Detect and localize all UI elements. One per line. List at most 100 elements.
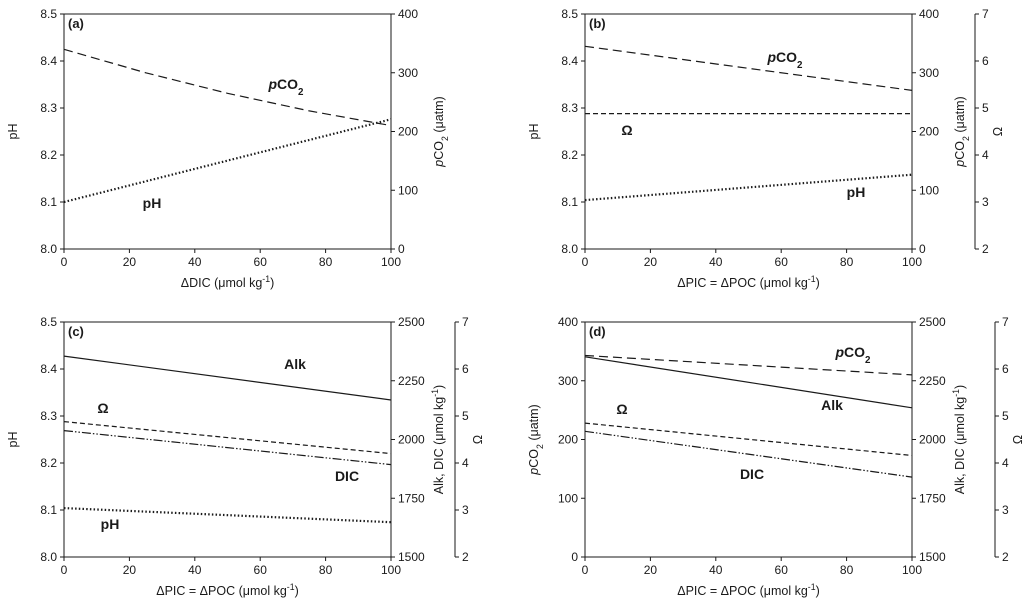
y-tick-label: 2250 [919, 374, 946, 388]
y-tick-label: 5 [982, 101, 989, 115]
y-tick-label: 400 [558, 315, 578, 329]
y-axis-label: pCO2 (μatm) [953, 96, 971, 167]
y-tick-label: 8.5 [40, 315, 57, 329]
series-label: Ω [97, 400, 108, 416]
y-axis-label: Alk, DIC (μmol kg-1) [430, 385, 446, 494]
y-tick-label: 300 [919, 66, 939, 80]
y-axis-label: Ω [991, 127, 1005, 136]
series-label: DIC [740, 466, 764, 482]
series-label: pCO2 [834, 344, 871, 366]
y-tick-label: 0 [919, 242, 926, 256]
panel-a: 0 20 40 60 80 100 ΔDIC (μmol kg-1) 8.0 8.1 8.2 8.3… [6, 7, 450, 290]
y-tick-label: 7 [1002, 315, 1009, 329]
x-tick-label: 60 [775, 563, 789, 577]
y-tick-label: 8.0 [561, 242, 578, 256]
y-tick-label: 8.4 [40, 54, 57, 68]
x-axis-label: ΔPIC = ΔPOC (μmol kg-1) [156, 582, 298, 598]
series-label: pCO2 [267, 76, 304, 98]
series-line-0 [63, 355, 392, 401]
panel-label: (c) [68, 324, 84, 339]
x-tick-label: 40 [709, 563, 723, 577]
x-tick-label: 60 [254, 255, 268, 269]
y-axis-label: pH [6, 432, 20, 448]
plot-frame [63, 13, 392, 250]
x-tick-label: 60 [254, 563, 268, 577]
x-axis-label: ΔDIC (μmol kg-1) [181, 274, 274, 290]
y-tick-label: 8.2 [40, 148, 57, 162]
series-line-3 [63, 507, 392, 524]
panel-d: 0 20 40 60 80 100 ΔPIC = ΔPOC (μmol kg-1) 0 100 2… [527, 315, 1025, 598]
y-tick-label: 2 [1002, 550, 1009, 564]
y-tick-label: 4 [982, 148, 989, 162]
y-tick-label: 3 [462, 503, 469, 517]
y-axis-label: pH [6, 124, 20, 140]
y-tick-label: 3 [982, 195, 989, 209]
y-tick-label: 6 [982, 54, 989, 68]
y-tick-label: 8.2 [561, 148, 578, 162]
y-tick-label: 400 [919, 7, 939, 21]
y-tick-label: 5 [1002, 409, 1009, 423]
x-tick-label: 0 [61, 563, 68, 577]
y-tick-label: 100 [919, 183, 939, 197]
y-tick-label: 8.3 [40, 101, 57, 115]
y-tick-label: 7 [982, 7, 989, 21]
series-label: pH [143, 195, 162, 211]
y-tick-label: 6 [462, 362, 469, 376]
y-tick-label: 8.1 [561, 195, 578, 209]
panel-c: 0 20 40 60 80 100 ΔPIC = ΔPOC (μmol kg-1) 8.0 8.… [6, 315, 485, 598]
y-axis-label: pCO2 (μatm) [527, 404, 545, 475]
y-tick-label: 8.0 [40, 242, 57, 256]
y-tick-label: 5 [462, 409, 469, 423]
y-tick-label: 2 [982, 242, 989, 256]
panel-label: (b) [589, 16, 606, 31]
y-axis-label: Ω [1011, 435, 1025, 444]
x-tick-label: 100 [902, 255, 922, 269]
x-tick-label: 20 [123, 563, 137, 577]
y-tick-label: 0 [398, 242, 405, 256]
series-line-3 [584, 430, 913, 478]
y-tick-label: 8.5 [561, 7, 578, 21]
y-tick-label: 200 [398, 125, 418, 139]
x-axis-label: ΔPIC = ΔPOC (μmol kg-1) [677, 274, 819, 290]
series-label: pH [847, 184, 866, 200]
y-tick-label: 2 [462, 550, 469, 564]
x-tick-label: 80 [840, 255, 854, 269]
y-tick-label: 8.4 [561, 54, 578, 68]
series-label: DIC [335, 468, 359, 484]
x-tick-label: 100 [381, 563, 401, 577]
y-tick-label: 8.3 [561, 101, 578, 115]
series-label: Alk [284, 356, 306, 372]
y-tick-label: 8.1 [40, 503, 57, 517]
series-label: Ω [621, 122, 632, 138]
y-axis-label: pCO2 (μatm) [432, 96, 450, 167]
y-tick-label: 8.0 [40, 550, 57, 564]
x-axis-label: ΔPIC = ΔPOC (μmol kg-1) [677, 582, 819, 598]
x-tick-label: 20 [123, 255, 137, 269]
x-tick-label: 80 [840, 563, 854, 577]
y-tick-label: 4 [462, 456, 469, 470]
y-tick-label: 8.2 [40, 456, 57, 470]
y-tick-label: 3 [1002, 503, 1009, 517]
y-tick-label: 2000 [398, 433, 425, 447]
y-tick-label: 7 [462, 315, 469, 329]
series-label: pH [101, 516, 120, 532]
y-tick-label: 200 [558, 433, 578, 447]
series-line-1 [63, 421, 392, 455]
y-tick-label: 2500 [398, 315, 425, 329]
x-tick-label: 40 [709, 255, 723, 269]
y-tick-label: 2000 [919, 433, 946, 447]
y-tick-label: 4 [1002, 456, 1009, 470]
y-tick-label: 400 [398, 7, 418, 21]
panel-label: (a) [68, 16, 84, 31]
series-line-1 [63, 118, 392, 204]
x-tick-label: 0 [582, 563, 589, 577]
y-tick-label: 8.1 [40, 195, 57, 209]
x-tick-label: 60 [775, 255, 789, 269]
series-label: Alk [821, 397, 843, 413]
series-line-0 [63, 48, 392, 127]
y-tick-label: 100 [558, 491, 578, 505]
y-tick-label: 1500 [398, 550, 425, 564]
y-tick-label: 1750 [398, 491, 425, 505]
y-tick-label: 8.3 [40, 409, 57, 423]
